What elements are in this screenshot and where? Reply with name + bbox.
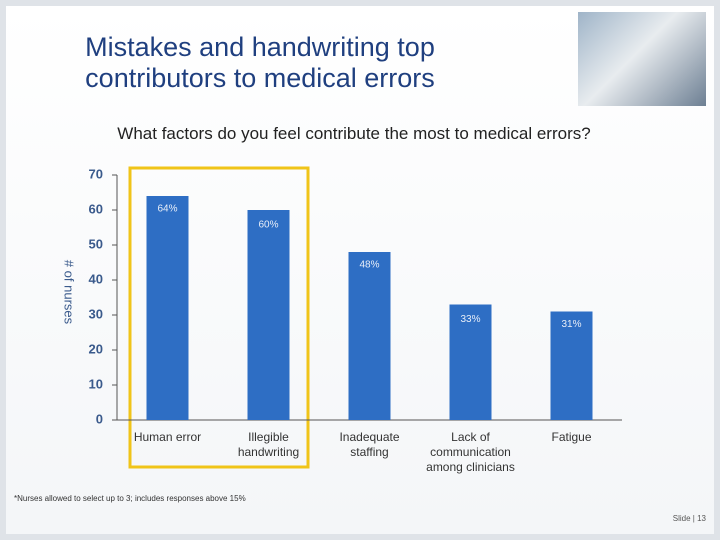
data-label: 48%	[359, 260, 379, 271]
x-tick-label: Illegible handwriting	[237, 430, 300, 459]
bar	[146, 196, 189, 420]
bar	[247, 210, 290, 420]
x-tick-label: Inadequate staffing	[339, 430, 400, 459]
bar	[348, 252, 391, 420]
y-tick-label: 20	[89, 341, 103, 356]
y-tick-label: 10	[89, 376, 103, 391]
y-tick-label: 30	[89, 306, 103, 321]
y-tick-label: 40	[89, 271, 103, 286]
data-label: 31%	[561, 319, 581, 330]
data-label: 64%	[157, 204, 177, 215]
slide-title: Mistakes and handwriting top contributor…	[85, 32, 435, 93]
y-tick-label: 60	[89, 201, 103, 216]
x-tick-label: Human error	[133, 430, 202, 444]
y-tick-label: 70	[89, 166, 103, 181]
slide-number: Slide | 13	[672, 514, 706, 523]
bar	[550, 311, 593, 420]
y-tick-label: 0	[96, 411, 103, 426]
highlight-box	[128, 166, 310, 469]
x-tick-label: Fatigue	[551, 430, 592, 444]
data-label: 60%	[258, 220, 278, 231]
bar	[449, 304, 492, 420]
y-tick-label: 50	[89, 236, 103, 251]
y-axis-label: # of nurses	[62, 260, 77, 325]
photo	[578, 12, 706, 106]
chart-title: What factors do you feel contribute the …	[117, 124, 591, 143]
footnote: *Nurses allowed to select up to 3; inclu…	[14, 494, 246, 503]
data-label: 33%	[460, 314, 480, 325]
x-tick-label: Lack of communication among clinicians	[426, 430, 515, 474]
